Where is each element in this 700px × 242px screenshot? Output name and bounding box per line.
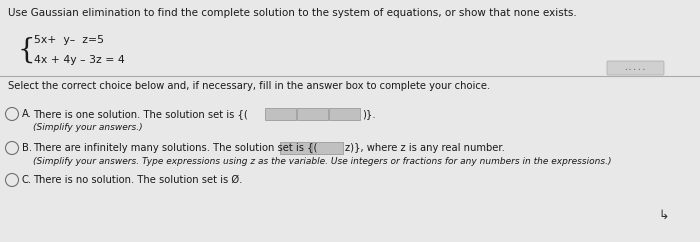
- Text: B.: B.: [22, 143, 32, 153]
- Text: (Simplify your answers.): (Simplify your answers.): [33, 122, 143, 131]
- Text: C.: C.: [22, 175, 32, 185]
- Text: 4x + 4y – 3z = 4: 4x + 4y – 3z = 4: [34, 55, 125, 65]
- Text: z)}, where z is any real number.: z)}, where z is any real number.: [345, 143, 505, 153]
- Text: (Simplify your answers. Type expressions using z as the variable. Use integers o: (Simplify your answers. Type expressions…: [33, 157, 612, 166]
- Circle shape: [6, 174, 18, 187]
- FancyBboxPatch shape: [265, 108, 295, 120]
- Text: 5x+  y–  z=5: 5x+ y– z=5: [34, 35, 104, 45]
- FancyBboxPatch shape: [297, 108, 328, 120]
- Text: There is no solution. The solution set is Ø.: There is no solution. The solution set i…: [33, 175, 242, 185]
- Text: Use Gaussian elimination to find the complete solution to the system of equation: Use Gaussian elimination to find the com…: [8, 8, 577, 18]
- FancyBboxPatch shape: [312, 142, 342, 154]
- Text: There are infinitely many solutions. The solution set is {(: There are infinitely many solutions. The…: [33, 143, 317, 153]
- Circle shape: [6, 142, 18, 154]
- Circle shape: [6, 107, 18, 121]
- FancyBboxPatch shape: [328, 108, 360, 120]
- Text: )}.: )}.: [362, 109, 376, 119]
- Text: .....: .....: [624, 63, 647, 73]
- Text: There is one solution. The solution set is {(: There is one solution. The solution set …: [33, 109, 248, 119]
- Text: A.: A.: [22, 109, 32, 119]
- Text: Select the correct choice below and, if necessary, fill in the answer box to com: Select the correct choice below and, if …: [8, 81, 490, 91]
- FancyBboxPatch shape: [607, 61, 664, 75]
- Text: ↳: ↳: [658, 209, 668, 222]
- FancyBboxPatch shape: [279, 142, 311, 154]
- Text: {: {: [18, 37, 36, 63]
